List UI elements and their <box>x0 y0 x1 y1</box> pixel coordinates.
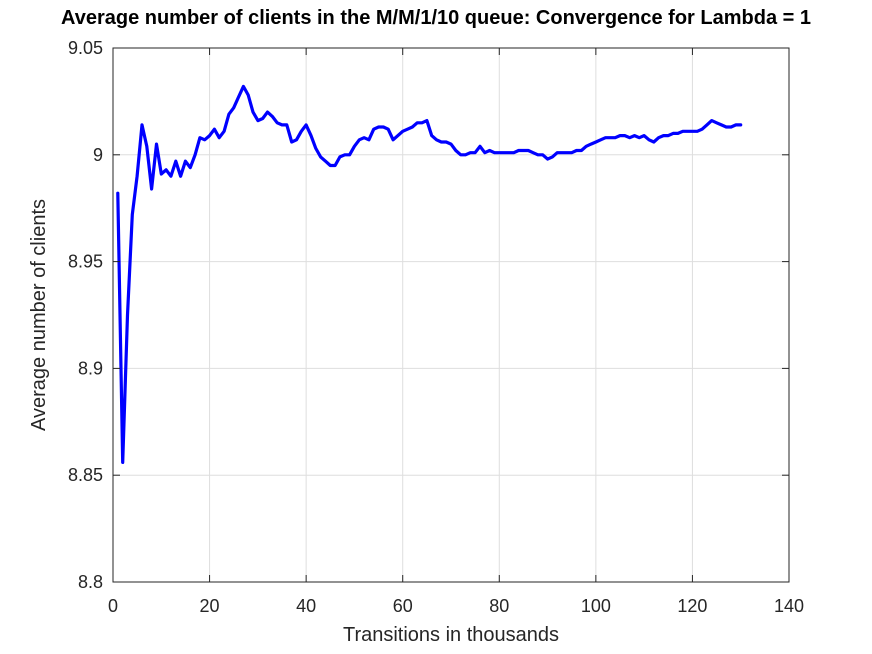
y-tick-label: 9.05 <box>68 38 103 58</box>
series-line <box>116 84 743 464</box>
x-tick-label: 60 <box>393 596 413 616</box>
x-tick-label: 100 <box>581 596 611 616</box>
x-tick-label: 120 <box>677 596 707 616</box>
plot-frame <box>112 47 790 583</box>
y-tick-label: 9 <box>93 145 103 165</box>
x-tick-label: 20 <box>200 596 220 616</box>
x-tick-label: 40 <box>296 596 316 616</box>
x-tick-label: 80 <box>489 596 509 616</box>
x-tick-label: 0 <box>108 596 118 616</box>
x-axis-label: Transitions in thousands <box>343 624 559 646</box>
y-tick-label: 8.9 <box>78 358 103 378</box>
y-tick-label: 8.95 <box>68 252 103 272</box>
chart-title: Average number of clients in the M/M/1/1… <box>61 7 811 29</box>
x-tick-label: 140 <box>774 596 804 616</box>
y-axis-label: Average number of clients <box>28 199 50 431</box>
y-tick-label: 8.8 <box>78 572 103 592</box>
y-tick-label: 8.85 <box>68 465 103 485</box>
series-group <box>116 84 743 464</box>
axis-ticks: 0 20 40 60 80 100 120 140 8.8 8.85 8.9 8.95 9 9.05 <box>68 38 804 616</box>
